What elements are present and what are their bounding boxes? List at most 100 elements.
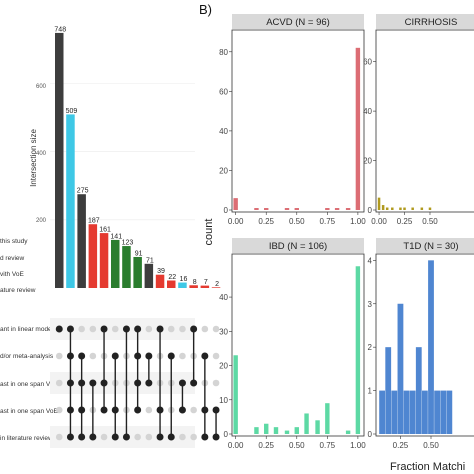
facet-xtick-label: 0.25 (393, 441, 409, 450)
facet-xtick-label: 0.00 (228, 217, 244, 226)
facet-ylabel: count (203, 219, 215, 246)
matrix-dot-active (100, 379, 108, 387)
facet-ytick-label: 0 (368, 206, 373, 215)
matrix-dot-active (78, 433, 86, 441)
upset-bar-value-label: 509 (66, 108, 78, 115)
matrix-dot-active (66, 325, 74, 333)
matrix-dot-active (66, 352, 74, 360)
matrix-dot-inactive (201, 325, 209, 333)
upset-bar-value-label: 141 (110, 233, 122, 240)
matrix-dot-active (111, 406, 119, 414)
matrix-dot-inactive (145, 406, 153, 414)
upset-bar (155, 274, 165, 288)
facet-xtick-label: 0.75 (320, 217, 336, 226)
histogram-bar (397, 303, 404, 434)
matrix-dot-inactive (134, 433, 141, 441)
matrix-label-meta-analysis: d/or meta-analysis (0, 353, 54, 360)
matrix-dot-active (78, 406, 86, 414)
matrix-dot-active (190, 325, 198, 333)
matrix-dot-active (178, 406, 186, 414)
facet-strip (376, 14, 474, 29)
matrix-dot-inactive (190, 406, 197, 414)
matrix-label-voe-1: ast in one span VoE (0, 381, 58, 388)
panel-b-label: B) (199, 2, 212, 17)
histogram-bar (391, 207, 394, 210)
upset-bar (122, 246, 131, 288)
facet-ytick-label: 80 (219, 48, 228, 57)
matrix-dot-inactive (145, 433, 153, 441)
matrix-dot-inactive (111, 325, 119, 333)
upset-bar-value-label: 22 (168, 274, 176, 281)
histogram-bar (264, 208, 269, 210)
histogram-bar (428, 207, 432, 210)
matrix-dot-active (66, 433, 74, 441)
matrix-dot-inactive (212, 352, 220, 360)
matrix-dot-active (167, 352, 175, 360)
matrix-dot-active (111, 352, 119, 360)
facet-ytick-label: 3 (368, 300, 373, 309)
upset-bar-value-label: 748 (54, 26, 66, 33)
upset-bar (178, 282, 187, 288)
facet-xtick-label: 0.75 (320, 441, 336, 450)
matrix-dot-inactive (212, 379, 220, 387)
histogram-bar (420, 207, 424, 210)
matrix-dot-active (66, 379, 74, 387)
upset-bar (55, 32, 64, 289)
histogram-bar (355, 47, 361, 211)
facet-ytick-label: 60 (219, 87, 228, 96)
matrix-dot-active (156, 406, 164, 414)
facet-xtick-label: 1.00 (350, 441, 366, 450)
upset-bar-value-label: 123 (122, 240, 134, 247)
histogram-bar (345, 208, 351, 210)
facet-xtick-label: 0.50 (289, 441, 305, 450)
facet-xtick-label: 0.50 (422, 217, 438, 226)
matrix-dot-active (201, 406, 209, 414)
histogram-bar (254, 208, 259, 210)
matrix-dot-inactive (89, 325, 97, 333)
matrix-dot-inactive (190, 433, 197, 441)
upset-bar-value-label: 8 (193, 279, 197, 286)
matrix-label-literature-review: in literature review (0, 435, 53, 442)
facet-title: IBD (N = 106) (269, 241, 327, 252)
histogram-bar (440, 390, 447, 434)
matrix-dot-inactive (55, 352, 63, 360)
histogram-bar (284, 208, 290, 210)
matrix-dot-active (212, 433, 220, 441)
histogram-bar (403, 390, 410, 434)
histogram-bar (421, 390, 428, 434)
matrix-dot-inactive (167, 325, 175, 333)
histogram-bar (254, 427, 259, 434)
facet-ytick-label: 20 (219, 362, 228, 371)
matrix-dot-active (134, 406, 142, 414)
matrix-dot-active (145, 352, 153, 360)
upset-bar-value-label: 16 (180, 276, 188, 283)
histogram-bar (315, 420, 320, 434)
upset-bar (133, 256, 142, 288)
facet-panel (231, 29, 365, 213)
facet-ytick-label: 40 (219, 127, 228, 136)
upset-ylabel: Intersection size (29, 129, 38, 187)
matrix-dot-active (156, 433, 164, 441)
matrix-dot-inactive (179, 433, 186, 441)
matrix-dot-active (78, 379, 86, 387)
matrix-dot-inactive (55, 433, 63, 441)
matrix-dot-active (100, 406, 108, 414)
set-label-this-study: this study (0, 238, 28, 245)
upset-bar-value-label: 161 (99, 227, 111, 234)
facet-title: CIRRHOSIS (405, 17, 458, 28)
histogram-bar (325, 208, 330, 210)
histogram-bar (399, 207, 402, 210)
matrix-dot-active (55, 325, 63, 333)
upset-bar (111, 239, 120, 288)
histogram-bar (233, 198, 238, 210)
upset-bar (189, 285, 198, 288)
matrix-dot-inactive (100, 433, 108, 441)
upset-bar (66, 114, 75, 289)
histogram-bar (345, 430, 351, 434)
facet-xtick-label: 0.50 (289, 217, 305, 226)
facet-xtick-label: 0.25 (397, 217, 413, 226)
histogram-bar (325, 403, 330, 434)
matrix-dot-active (89, 433, 97, 441)
matrix-dot-active (122, 325, 130, 333)
facet-ytick-label: 30 (219, 327, 228, 336)
